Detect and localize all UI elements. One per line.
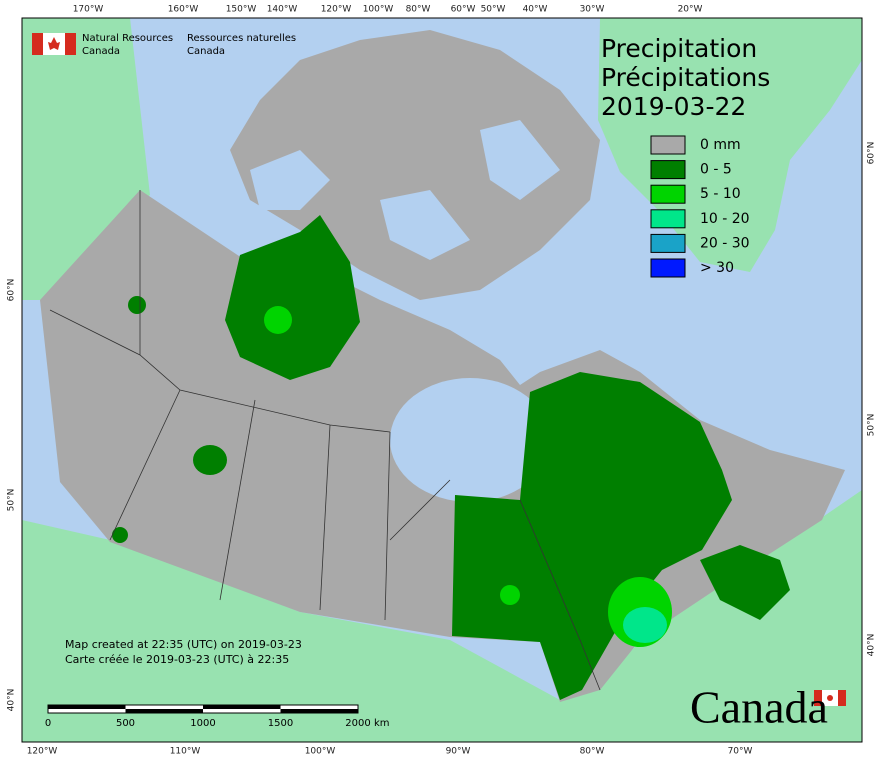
hudson-bay xyxy=(390,378,550,502)
precip-spot xyxy=(193,445,227,475)
maple-leaf xyxy=(827,695,833,701)
precip-east xyxy=(452,372,732,700)
flag-bar xyxy=(32,33,43,55)
latitude-label: 40°N xyxy=(7,689,17,712)
longitude-label: 160°W xyxy=(168,5,199,15)
org-name-en: Natural Resources xyxy=(82,33,173,44)
legend-swatch xyxy=(650,184,686,204)
greenland xyxy=(598,18,862,272)
scale-unit: km xyxy=(374,718,390,729)
longitude-label: 110°W xyxy=(170,747,201,757)
legend-swatch xyxy=(650,233,686,253)
longitude-label: 60°W xyxy=(451,5,476,15)
longitude-label: 50°W xyxy=(481,5,506,15)
scale-label: 1500 xyxy=(268,718,293,729)
longitude-label: 80°W xyxy=(580,747,605,757)
longitude-label: 170°W xyxy=(73,5,104,15)
wordmark: Canada xyxy=(690,682,828,733)
legend-label: 5 - 10 xyxy=(700,186,741,202)
scale-label: 2000 xyxy=(345,718,370,729)
latitude-label: 40°N xyxy=(867,634,877,657)
legend-label: 10 - 20 xyxy=(700,211,750,227)
borders xyxy=(49,190,601,691)
longitude-label: 30°W xyxy=(580,5,605,15)
legend-swatch xyxy=(650,258,686,278)
scale-label: 500 xyxy=(116,718,135,729)
legend-swatch xyxy=(650,160,686,180)
precip-5-10-north xyxy=(264,306,292,334)
precip-maritimes xyxy=(700,545,790,620)
precip-spot xyxy=(128,296,146,314)
longitude-label: 90°W xyxy=(446,747,471,757)
longitude-label: 20°W xyxy=(678,5,703,15)
org-name-fr: Ressources naturelles xyxy=(187,33,296,44)
longitude-label: 40°W xyxy=(523,5,548,15)
legend-label: 20 - 30 xyxy=(700,235,750,251)
scale-bar-segment xyxy=(203,705,281,709)
flag-bar xyxy=(65,33,76,55)
alaska xyxy=(22,18,150,300)
precip-spot xyxy=(500,585,520,605)
scale-bar-segment xyxy=(125,709,203,713)
longitude-label: 140°W xyxy=(267,5,298,15)
frame xyxy=(21,17,863,743)
map-date: 2019-03-22 xyxy=(601,92,746,121)
longitude-label: 100°W xyxy=(305,747,336,757)
legend-swatch xyxy=(650,135,686,155)
scale-label: 1000 xyxy=(190,718,215,729)
scale-bar-segment xyxy=(280,709,358,713)
longitude-label: 70°W xyxy=(728,747,753,757)
map-title: Precipitation xyxy=(601,34,757,63)
longitude-label: 100°W xyxy=(363,5,394,15)
longitude-label: 150°W xyxy=(226,5,257,15)
legend-swatch xyxy=(650,209,686,229)
legend-label: 0 mm xyxy=(700,137,741,153)
map-credit: Map created at 22:35 (UTC) on 2019-03-23 xyxy=(65,638,302,651)
map-credit: Carte créée le 2019-03-23 (UTC) à 22:35 xyxy=(65,653,289,666)
scale-label: 0 xyxy=(45,718,51,729)
precip-north xyxy=(225,215,360,380)
org-name-fr: Canada xyxy=(187,46,225,57)
latitude-label: 60°N xyxy=(7,279,17,302)
org-name-en: Canada xyxy=(82,46,120,57)
longitude-label: 120°W xyxy=(27,747,58,757)
arctic-channels xyxy=(250,120,560,260)
latitude-label: 50°N xyxy=(867,414,877,437)
legend-label: 0 - 5 xyxy=(700,162,732,178)
usa xyxy=(22,490,862,742)
latitude-label: 60°N xyxy=(867,142,877,165)
map-title: Précipitations xyxy=(601,63,770,92)
precip-10-20 xyxy=(623,607,667,643)
longitude-label: 80°W xyxy=(406,5,431,15)
scale-bar-segment xyxy=(48,705,126,709)
longitude-label: 120°W xyxy=(321,5,352,15)
flag-bar xyxy=(814,690,822,706)
latitude-label: 50°N xyxy=(7,489,17,512)
flag-bar xyxy=(838,690,846,706)
maple-leaf xyxy=(48,37,60,50)
legend-label: > 30 xyxy=(700,260,734,276)
precip-spot xyxy=(112,527,128,543)
